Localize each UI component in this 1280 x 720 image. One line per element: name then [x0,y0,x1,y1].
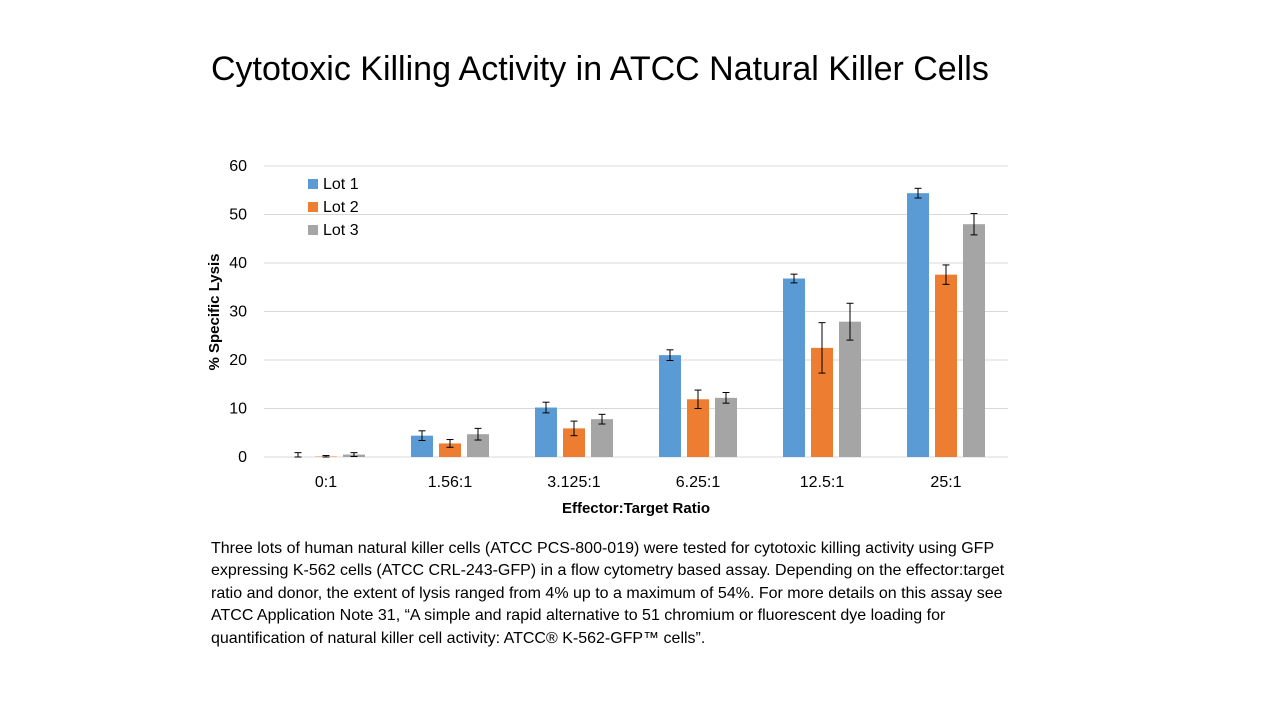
y-tick-label: 10 [229,401,247,418]
legend-label: Lot 1 [323,176,359,193]
bar-lot-2-6.25:1 [687,399,709,457]
x-tick-label: 6.25:1 [676,474,721,491]
error-bar [570,420,578,437]
x-tick-label: 3.125:1 [547,474,600,491]
error-bar [790,273,798,284]
bar-lot-1-3.125:1 [535,407,557,457]
error-bar [446,439,454,448]
error-bar [322,455,330,458]
y-tick-labels: 0 10 20 30 40 50 60 [229,158,247,466]
x-tick-label: 1.56:1 [428,474,473,491]
bar-lot-3-1.56:1 [467,434,489,457]
y-tick-label: 40 [229,255,247,272]
x-tick-label: 12.5:1 [800,474,845,491]
legend-item-lot-3: Lot 3 [308,222,359,239]
bar-lot-2-25:1 [935,274,957,457]
bar-lot-2-3.125:1 [563,428,585,457]
bar-lot-2-1.56:1 [439,443,461,457]
error-bar [542,401,550,414]
y-tick-label: 50 [229,207,247,224]
error-bar [846,302,854,341]
x-tick-labels: 0:1 1.56:1 3.125:1 6.25:1 12.5:1 25:1 [315,474,962,491]
caption-text: Three lots of human natural killer cells… [211,540,1005,647]
bar-lot-2-12.5:1 [811,347,833,457]
error-bar [350,452,358,458]
error-bar [970,213,978,236]
legend: Lot 1 Lot 2 Lot 3 [308,176,359,239]
error-bar [942,264,950,285]
legend-swatch [308,179,318,189]
error-bar [474,427,482,441]
y-tick-label: 30 [229,304,247,321]
slide-title: Cytotoxic Killing Activity in ATCC Natur… [211,50,989,88]
legend-swatch [308,225,318,235]
legend-item-lot-1: Lot 1 [308,176,359,193]
error-bar [818,322,826,374]
error-bar [694,389,702,409]
x-axis-label: Effector:Target Ratio [562,500,710,517]
bar-lot-1-1.56:1 [411,435,433,457]
gridlines [264,165,1008,458]
x-tick-label: 0:1 [315,474,337,491]
error-bars [294,187,978,458]
bar-lot-3-12.5:1 [839,321,861,457]
y-tick-label: 20 [229,352,247,369]
bar-lot-1-12.5:1 [783,278,805,457]
legend-label: Lot 2 [323,199,359,216]
error-bar [294,452,302,458]
bar-lot-1-25:1 [907,193,929,457]
bar-lot-3-6.25:1 [715,397,737,457]
error-bar [914,187,922,199]
legend-label: Lot 3 [323,222,359,239]
legend-swatch [308,202,318,212]
legend-item-lot-2: Lot 2 [308,199,359,216]
error-bar [666,349,674,361]
bar-lot-3-3.125:1 [591,419,613,457]
x-tick-label: 25:1 [930,474,961,491]
bar-lot-3-25:1 [963,224,985,457]
error-bar [598,413,606,425]
y-tick-label: 0 [238,449,247,466]
bars [315,193,985,457]
y-tick-label: 60 [229,158,247,175]
error-bar [418,430,426,442]
y-axis-label: % Specific Lysis [206,254,223,371]
error-bar [722,391,730,404]
bar-lot-1-6.25:1 [659,355,681,457]
